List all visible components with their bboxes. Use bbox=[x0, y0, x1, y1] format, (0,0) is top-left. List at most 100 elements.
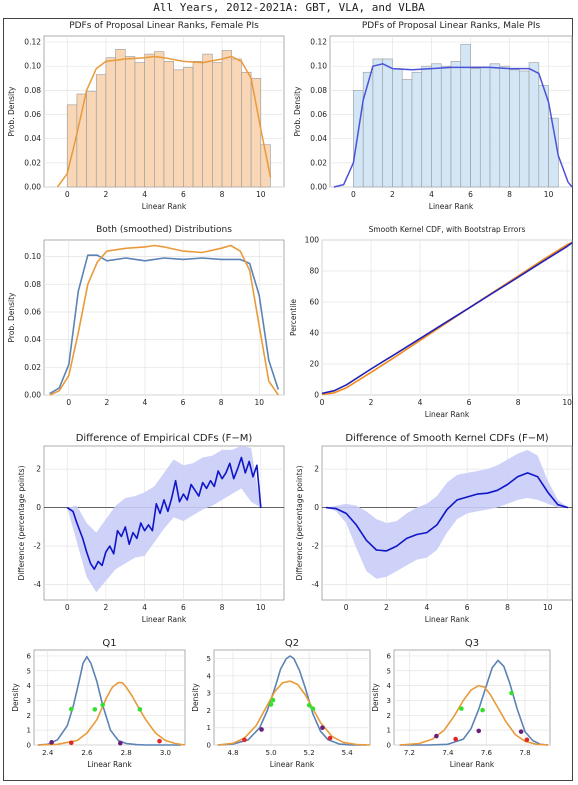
series-line bbox=[399, 659, 549, 746]
y-tick-label: 0.06 bbox=[24, 110, 41, 119]
x-tick-label: 10 bbox=[256, 603, 266, 612]
x-tick-label: 2 bbox=[104, 398, 109, 407]
histogram-bar bbox=[221, 50, 233, 188]
y-tick-label: 0.10 bbox=[24, 62, 41, 71]
x-axis-label: Linear Rank bbox=[142, 202, 187, 211]
histogram-bar bbox=[192, 61, 204, 188]
x-tick-label: 0 bbox=[351, 190, 356, 199]
histogram-bar bbox=[401, 79, 413, 188]
x-tick-label: 0 bbox=[65, 603, 70, 612]
y-tick-label: -4 bbox=[34, 580, 42, 589]
x-tick-label: 4 bbox=[142, 190, 147, 199]
series-line bbox=[217, 655, 367, 746]
histogram-bar bbox=[382, 58, 393, 188]
x-tick-label: 6 bbox=[467, 398, 472, 407]
y-tick-label: 1 bbox=[27, 727, 31, 735]
quantile-point bbox=[434, 733, 439, 739]
x-tick-label: 3.0 bbox=[160, 749, 171, 757]
series-line bbox=[37, 655, 182, 746]
x-tick-label: 10 bbox=[254, 398, 264, 407]
histogram-bar bbox=[95, 74, 107, 188]
y-tick-label: 0 bbox=[27, 742, 31, 750]
chart-q3: 7.2 7.4 7.6 7.8 0 1 2 3 4 5 6 Q3 Linear Rank Density bbox=[371, 638, 551, 769]
x-tick-label: 8 bbox=[220, 190, 225, 199]
y-tick-label: 0 bbox=[36, 503, 41, 512]
x-tick-label: 5.0 bbox=[266, 749, 277, 757]
quantile-point bbox=[259, 727, 264, 732]
y-tick-label: 0.08 bbox=[24, 86, 41, 95]
y-tick-label: 60 bbox=[309, 298, 319, 307]
y-tick-label: 0.06 bbox=[24, 307, 41, 316]
quantile-point bbox=[320, 725, 325, 731]
x-tick-label: 7.8 bbox=[519, 749, 530, 757]
y-tick-label: 1 bbox=[387, 727, 391, 735]
histogram-bar bbox=[124, 56, 136, 188]
quantile-point bbox=[524, 737, 530, 743]
x-tick-label: 2 bbox=[104, 603, 109, 612]
histogram-bar bbox=[241, 71, 252, 188]
y-tick-label: 0.02 bbox=[24, 158, 41, 167]
plot-frame bbox=[33, 649, 186, 746]
chart-title: Q2 bbox=[285, 638, 299, 649]
series-line bbox=[399, 684, 549, 746]
x-tick-label: 2 bbox=[369, 398, 374, 407]
x-tick-label: 8 bbox=[507, 190, 512, 199]
histogram-bar bbox=[362, 71, 374, 188]
chart-p5: 0 2 4 6 8 10 -4 -2 0 2 Difference of Empirical CDF… bbox=[17, 433, 285, 624]
quantile-point bbox=[518, 729, 524, 734]
series-line bbox=[37, 681, 186, 746]
series-line bbox=[321, 242, 573, 395]
y-tick-label: 5 bbox=[387, 667, 391, 675]
y-tick-label: 3 bbox=[207, 690, 211, 698]
histogram-bar bbox=[163, 61, 174, 188]
x-tick-label: 2 bbox=[390, 190, 395, 199]
histogram-bar bbox=[440, 65, 452, 188]
y-axis-label: Density bbox=[191, 683, 200, 712]
x-tick-label: 7.2 bbox=[404, 749, 415, 757]
x-tick-label: 4 bbox=[429, 190, 434, 199]
y-tick-label: 0.00 bbox=[24, 391, 41, 400]
x-tick-label: 0 bbox=[344, 603, 349, 612]
y-tick-label: 1 bbox=[207, 724, 211, 732]
quantile-point bbox=[137, 707, 143, 712]
histogram-bar bbox=[372, 58, 383, 188]
y-tick-label: 4 bbox=[207, 672, 212, 680]
y-tick-label: 6 bbox=[27, 652, 32, 660]
x-tick-label: 6 bbox=[181, 190, 186, 199]
plot-frame bbox=[321, 239, 573, 396]
x-tick-label: 0 bbox=[65, 190, 70, 199]
y-axis-label: Prob. Density bbox=[293, 86, 302, 137]
chart-title: Difference of Smooth Kernel CDFs (F−M) bbox=[345, 433, 548, 444]
y-tick-label: 0.10 bbox=[310, 62, 327, 71]
y-tick-label: 5 bbox=[207, 655, 211, 663]
series-line bbox=[49, 254, 280, 395]
figure-frame bbox=[3, 18, 573, 781]
quantile-point bbox=[270, 697, 276, 703]
quantile-point bbox=[480, 707, 485, 713]
y-tick-label: -2 bbox=[312, 542, 320, 551]
x-tick-label: 6 bbox=[465, 603, 470, 612]
x-tick-label: 5.4 bbox=[342, 749, 354, 757]
x-axis-label: Linear Rank bbox=[429, 202, 474, 211]
x-tick-label: 4 bbox=[143, 398, 148, 407]
x-tick-label: 8 bbox=[220, 603, 225, 612]
chart-q2: 4.8 5.0 5.2 5.4 0 1 2 3 4 5 Q2 Linear Rank Density bbox=[191, 638, 371, 769]
y-axis-label: Difference (percentage points) bbox=[295, 465, 304, 580]
x-tick-label: 4 bbox=[424, 603, 429, 612]
histogram-bar bbox=[528, 62, 540, 188]
x-tick-label: 2.4 bbox=[42, 749, 54, 757]
x-tick-label: 6 bbox=[468, 190, 473, 199]
y-tick-label: 2 bbox=[207, 707, 211, 715]
histogram-bar bbox=[86, 91, 97, 188]
x-tick-label: 2 bbox=[104, 190, 109, 199]
histogram-bar bbox=[66, 104, 78, 188]
x-tick-label: 2 bbox=[384, 603, 389, 612]
y-axis-label: Prob. Density bbox=[7, 86, 16, 137]
quantile-point bbox=[268, 702, 274, 707]
y-tick-label: 0.04 bbox=[24, 335, 41, 344]
x-tick-label: 10 bbox=[562, 398, 572, 407]
y-tick-label: 0 bbox=[314, 503, 319, 512]
y-tick-label: 80 bbox=[309, 267, 319, 276]
y-tick-label: -2 bbox=[34, 542, 42, 551]
